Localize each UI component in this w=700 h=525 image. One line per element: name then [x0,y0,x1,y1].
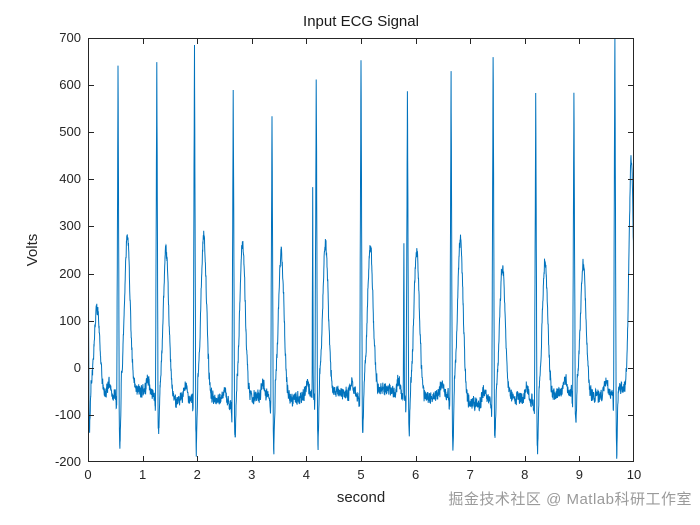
plot-area [88,38,634,462]
y-tick-label: 300 [59,218,81,234]
x-tick-label: 3 [248,467,256,482]
watermark: 掘金技术社区 @ Matlab科研工作室 [448,491,692,508]
x-tick-label: 2 [193,467,201,482]
y-tick-label: 100 [59,312,81,328]
x-tick-label: 4 [302,467,310,482]
x-tick-label: 7 [466,467,474,482]
x-tick-label: 0 [84,467,92,482]
y-tick-label: 0 [73,359,81,375]
x-tick-label: 8 [521,467,529,482]
y-tick-label: -100 [54,406,81,422]
y-tick-label: 700 [59,30,81,45]
y-tick-label: 200 [59,265,81,281]
axes-box [88,38,634,462]
ecg-signal-plot [88,38,634,462]
chart-title: Input ECG Signal [303,13,419,30]
y-tick-label: 600 [59,77,81,93]
ecg-signal-line [89,39,633,459]
x-axis-label: second [336,489,386,506]
y-tick-label: 400 [59,171,81,187]
y-axis-label: Volts [24,233,41,267]
y-tick-label: 500 [59,124,81,140]
y-tick-label: -200 [54,454,81,469]
x-tick-label: 9 [575,467,583,482]
x-tick-label: 6 [411,467,420,482]
x-tick-label: 1 [138,467,147,482]
x-tick-label: 5 [357,467,365,482]
x-tick-label: 10 [626,467,642,482]
